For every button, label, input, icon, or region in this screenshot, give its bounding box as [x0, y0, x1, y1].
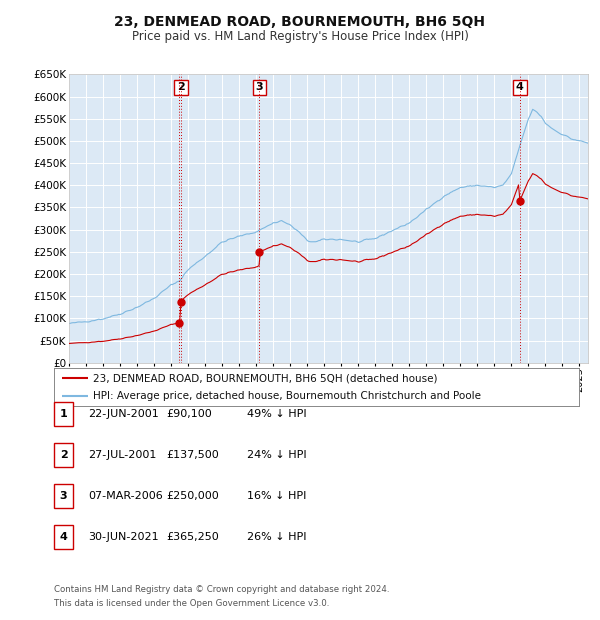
- Text: £137,500: £137,500: [166, 450, 219, 460]
- Text: 2: 2: [177, 82, 185, 92]
- Text: 1: 1: [60, 409, 67, 419]
- Text: This data is licensed under the Open Government Licence v3.0.: This data is licensed under the Open Gov…: [54, 598, 329, 608]
- Text: 23, DENMEAD ROAD, BOURNEMOUTH, BH6 5QH: 23, DENMEAD ROAD, BOURNEMOUTH, BH6 5QH: [115, 16, 485, 30]
- Text: 2: 2: [60, 450, 67, 460]
- Text: 16% ↓ HPI: 16% ↓ HPI: [247, 491, 307, 501]
- Text: HPI: Average price, detached house, Bournemouth Christchurch and Poole: HPI: Average price, detached house, Bour…: [94, 391, 481, 402]
- Text: Contains HM Land Registry data © Crown copyright and database right 2024.: Contains HM Land Registry data © Crown c…: [54, 585, 389, 594]
- Text: Price paid vs. HM Land Registry's House Price Index (HPI): Price paid vs. HM Land Registry's House …: [131, 30, 469, 43]
- Text: £365,250: £365,250: [166, 532, 219, 542]
- Text: 49% ↓ HPI: 49% ↓ HPI: [247, 409, 307, 419]
- Text: 22-JUN-2001: 22-JUN-2001: [88, 409, 159, 419]
- Text: 3: 3: [60, 491, 67, 501]
- Text: 07-MAR-2006: 07-MAR-2006: [88, 491, 163, 501]
- Text: 26% ↓ HPI: 26% ↓ HPI: [247, 532, 307, 542]
- Text: £250,000: £250,000: [166, 491, 219, 501]
- Text: 27-JUL-2001: 27-JUL-2001: [88, 450, 157, 460]
- Text: £90,100: £90,100: [166, 409, 212, 419]
- Text: 30-JUN-2021: 30-JUN-2021: [88, 532, 159, 542]
- Text: 23, DENMEAD ROAD, BOURNEMOUTH, BH6 5QH (detached house): 23, DENMEAD ROAD, BOURNEMOUTH, BH6 5QH (…: [94, 373, 438, 383]
- Text: 4: 4: [59, 532, 68, 542]
- Text: 24% ↓ HPI: 24% ↓ HPI: [247, 450, 307, 460]
- Text: 4: 4: [516, 82, 524, 92]
- Text: 3: 3: [256, 82, 263, 92]
